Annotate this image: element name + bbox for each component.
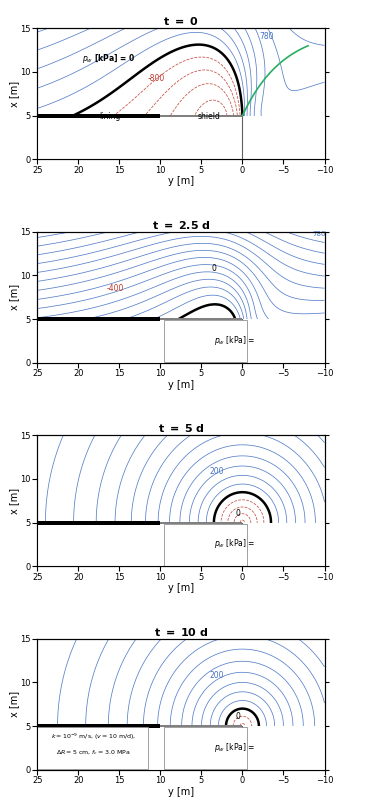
Title: $\mathbf{t\ =\ 5\ d}$: $\mathbf{t\ =\ 5\ d}$ xyxy=(158,423,204,435)
Bar xyxy=(160,727,325,770)
Title: $\mathbf{t\ =\ 2.5\ d}$: $\mathbf{t\ =\ 2.5\ d}$ xyxy=(152,219,210,231)
Y-axis label: x [m]: x [m] xyxy=(9,284,19,310)
Bar xyxy=(37,523,325,566)
Bar xyxy=(160,524,325,566)
Text: $p_w$ [kPa] =: $p_w$ [kPa] = xyxy=(214,334,255,346)
Title: $\mathbf{t\ =\ 0}$: $\mathbf{t\ =\ 0}$ xyxy=(163,15,198,27)
Bar xyxy=(37,724,160,728)
Text: shield: shield xyxy=(197,112,220,121)
Bar xyxy=(37,520,160,525)
Bar xyxy=(160,521,242,524)
FancyBboxPatch shape xyxy=(164,727,247,769)
Bar xyxy=(37,726,325,770)
Text: 780: 780 xyxy=(259,31,273,41)
Y-axis label: x [m]: x [m] xyxy=(9,488,19,514)
Text: 200: 200 xyxy=(210,468,224,476)
Y-axis label: x [m]: x [m] xyxy=(9,691,19,717)
Text: $p_w$ [kPa] =: $p_w$ [kPa] = xyxy=(214,537,255,550)
Bar xyxy=(160,725,242,727)
Text: 0: 0 xyxy=(211,264,216,273)
Text: 0: 0 xyxy=(236,712,241,721)
Bar xyxy=(160,320,325,363)
Text: -800: -800 xyxy=(148,74,165,83)
FancyBboxPatch shape xyxy=(164,320,247,362)
Y-axis label: x [m]: x [m] xyxy=(9,81,19,107)
Title: $\mathbf{t\ =\ 10\ d}$: $\mathbf{t\ =\ 10\ d}$ xyxy=(154,626,208,638)
X-axis label: y [m]: y [m] xyxy=(168,176,194,186)
X-axis label: y [m]: y [m] xyxy=(168,379,194,390)
Bar xyxy=(37,114,160,118)
FancyBboxPatch shape xyxy=(164,524,247,565)
Text: $p_w$ [kPa] = 0: $p_w$ [kPa] = 0 xyxy=(82,52,136,65)
Text: 780: 780 xyxy=(312,231,326,237)
Bar xyxy=(37,115,325,160)
Text: lining: lining xyxy=(99,112,120,121)
Bar xyxy=(37,317,160,321)
Text: -400: -400 xyxy=(107,284,125,293)
Bar xyxy=(160,115,242,116)
X-axis label: y [m]: y [m] xyxy=(168,787,194,796)
Text: $k = 10^{-9}$ m/s, $(v = 10$ m/d$),$: $k = 10^{-9}$ m/s, $(v = 10$ m/d$),$ xyxy=(51,732,136,743)
Bar xyxy=(160,318,242,320)
Text: $p_w$ [kPa] =: $p_w$ [kPa] = xyxy=(214,741,255,754)
Bar xyxy=(37,319,325,363)
Text: 200: 200 xyxy=(210,671,224,680)
Text: $\Delta R = 5$ cm, $f_c = 3.0$ MPa: $\Delta R = 5$ cm, $f_c = 3.0$ MPa xyxy=(56,748,130,757)
FancyBboxPatch shape xyxy=(37,727,148,769)
Text: 0: 0 xyxy=(236,508,241,517)
X-axis label: y [m]: y [m] xyxy=(168,583,194,593)
